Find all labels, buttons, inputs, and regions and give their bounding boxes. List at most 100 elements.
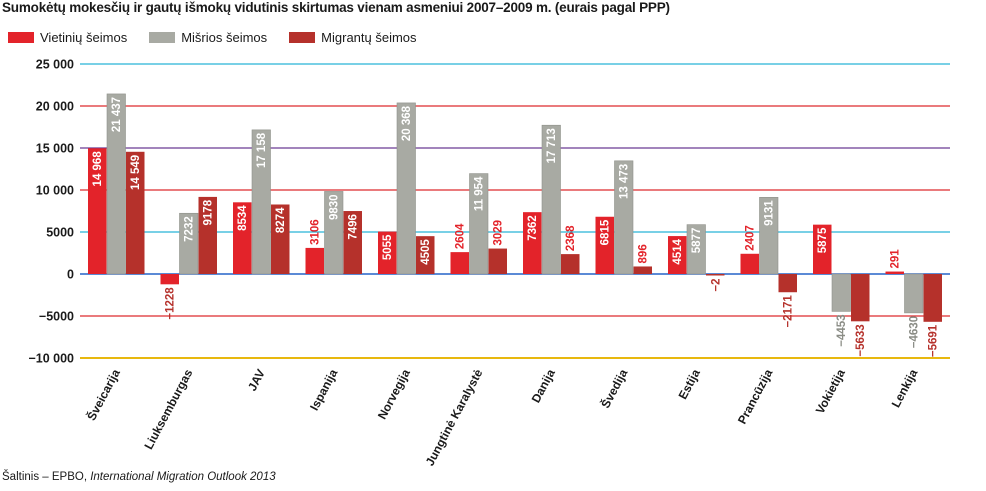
- bar-misrios-9: [759, 196, 779, 275]
- data-label-vietiniu-3: 3106: [310, 219, 322, 245]
- category-label-11: Lenkija: [889, 367, 921, 410]
- bar-vietiniu-6: [523, 212, 542, 274]
- data-label-misrios-11: −4630: [909, 316, 921, 348]
- data-label-misrios-8: 5877: [691, 228, 703, 254]
- bar-vietiniu-2: [233, 202, 252, 274]
- data-label-migrantu-0: 14 549: [130, 155, 142, 190]
- data-label-vietiniu-0: 14 968: [92, 151, 104, 187]
- bar-migrantu-5: [488, 248, 507, 274]
- bar-vietiniu-7: [595, 216, 614, 274]
- data-label-migrantu-6: 2368: [565, 225, 577, 251]
- bar-misrios-1: [179, 212, 199, 275]
- legend-swatch-misrios: [149, 31, 176, 43]
- data-label-misrios-7: 13 473: [619, 164, 631, 199]
- data-label-migrantu-11: −5691: [928, 324, 940, 357]
- y-tick-label: 20 000: [36, 100, 74, 114]
- bar-migrantu-6: [561, 254, 580, 274]
- y-tick-label: −5000: [39, 310, 74, 324]
- bar-migrantu-2: [271, 204, 290, 274]
- data-label-migrantu-1: 9178: [203, 199, 215, 225]
- bar-misrios-10: [831, 273, 851, 312]
- category-label-5: Jungtinė Karalystė: [423, 367, 486, 469]
- bar-migrantu-9: [778, 274, 797, 293]
- data-label-migrantu-10: −5633: [855, 324, 867, 356]
- category-label-9: Prancūzija: [735, 367, 776, 427]
- bar-migrantu-3: [343, 211, 362, 274]
- legend-swatch-migrantu: [289, 31, 316, 43]
- bar-misrios-2: [251, 129, 271, 275]
- bar-vietiniu-0: [88, 148, 107, 274]
- category-label-1: Liuksemburgas: [141, 367, 195, 452]
- bar-misrios-11: [904, 273, 924, 314]
- bar-misrios-7: [614, 160, 634, 275]
- bar-migrantu-8: [706, 274, 725, 276]
- legend-item-migrantu: Migrantų šeimos: [289, 29, 417, 45]
- source-note: Šaltinis – EPBO, International Migration…: [2, 471, 276, 483]
- legend-label-misrios: Mišrios šeimos: [181, 29, 268, 45]
- y-tick-label: 0: [67, 268, 74, 282]
- y-tick-label: 15 000: [36, 142, 74, 156]
- bar-vietiniu-11: [885, 271, 904, 274]
- data-label-migrantu-9: −2171: [783, 295, 795, 328]
- bar-vietiniu-5: [450, 252, 469, 274]
- data-label-vietiniu-4: 5055: [382, 234, 394, 260]
- data-label-vietiniu-9: 2407: [745, 225, 757, 251]
- data-label-migrantu-4: 4505: [420, 239, 432, 265]
- bar-misrios-3: [324, 191, 344, 275]
- data-label-misrios-2: 17 158: [256, 132, 268, 168]
- category-label-0: Šveicarija: [83, 366, 123, 423]
- data-label-misrios-3: 9830: [329, 194, 341, 220]
- bar-vietiniu-4: [378, 231, 397, 274]
- data-label-migrantu-2: 8274: [275, 207, 287, 233]
- data-label-vietiniu-11: 291: [890, 249, 902, 269]
- category-label-3: Ispanija: [307, 367, 340, 413]
- category-label-8: Estija: [676, 367, 704, 402]
- data-label-vietiniu-8: 4514: [672, 238, 684, 264]
- bar-misrios-0: [106, 93, 126, 275]
- data-label-vietiniu-6: 7362: [527, 215, 539, 241]
- data-label-migrantu-3: 7496: [348, 214, 360, 240]
- bar-vietiniu-10: [813, 224, 832, 274]
- data-label-misrios-4: 20 368: [401, 105, 413, 141]
- bar-migrantu-10: [851, 274, 870, 322]
- data-label-vietiniu-1: −1228: [165, 287, 177, 320]
- y-tick-label: 25 000: [36, 58, 74, 72]
- category-label-4: Norvegija: [375, 367, 413, 422]
- data-label-misrios-9: 9131: [764, 200, 776, 226]
- bar-chart-plot: 25 000 20 000 15 000 10 000 5000 0 −5000 −10 00…: [28, 58, 950, 469]
- bar-migrantu-0: [126, 151, 145, 274]
- data-label-misrios-0: 21 437: [111, 97, 123, 132]
- bar-vietiniu-8: [668, 236, 687, 274]
- bar-misrios-4: [396, 102, 416, 275]
- bar-misrios-8: [686, 224, 706, 275]
- data-label-vietiniu-10: 5875: [817, 227, 829, 253]
- bar-vietiniu-9: [740, 253, 759, 274]
- bar-migrantu-7: [633, 266, 652, 274]
- bar-misrios-5: [469, 173, 489, 275]
- data-label-misrios-6: 17 713: [546, 128, 558, 163]
- category-label-10: Vokietija: [813, 367, 848, 417]
- chart-legend: Vietinių šeimos Mišrios šeimos Migrantų …: [8, 28, 439, 46]
- legend-label-vietiniu: Vietinių šeimos: [40, 29, 128, 45]
- bar-migrantu-4: [416, 236, 435, 274]
- bar-misrios-6: [541, 124, 561, 275]
- category-label-6: Danija: [529, 367, 558, 406]
- y-tick-label: 5000: [46, 226, 74, 240]
- source-prefix: Šaltinis – EPBO,: [2, 471, 91, 483]
- legend-swatch-vietiniu: [8, 31, 34, 43]
- chart-title: Sumokėtų mokesčių ir gautų išmokų viduti…: [2, 0, 670, 15]
- data-label-migrantu-7: 896: [638, 244, 650, 263]
- legend-item-misrios: Mišrios šeimos: [149, 30, 267, 45]
- category-label-7: Švedija: [597, 366, 630, 410]
- data-label-migrantu-8: −2: [710, 279, 722, 292]
- data-label-misrios-1: 7232: [184, 216, 196, 242]
- bar-migrantu-1: [198, 196, 217, 274]
- data-label-vietiniu-2: 8534: [237, 205, 249, 231]
- data-label-vietiniu-5: 2604: [455, 223, 467, 249]
- legend-label-migrantu: Migrantų šeimos: [321, 29, 417, 45]
- category-label-2: JAV: [245, 367, 268, 393]
- y-tick-label: −10 000: [28, 352, 74, 366]
- data-label-misrios-5: 11 954: [474, 176, 486, 211]
- bar-vietiniu-3: [305, 247, 324, 274]
- y-tick-label: 10 000: [36, 184, 74, 198]
